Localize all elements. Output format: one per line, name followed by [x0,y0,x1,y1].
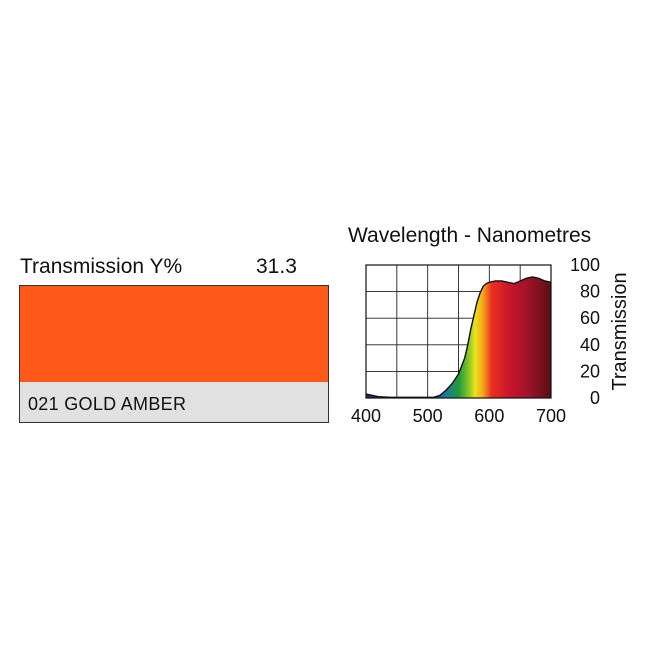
x-tick-label: 500 [413,406,443,426]
y-axis-label: Transmission [609,272,631,390]
y-tick-label: 80 [580,282,600,302]
transmission-area [366,276,551,398]
swatch-value: 31.3 [256,255,297,278]
swatch-box: 021 GOLD AMBER [19,285,329,423]
swatch-label: Transmission Y% [20,255,183,278]
swatch-name: 021 GOLD AMBER [28,394,187,414]
x-tick-label: 700 [536,406,566,426]
transmission-line [365,276,552,399]
y-tick-label: 60 [580,308,600,328]
x-tick-label: 400 [351,406,381,426]
y-tick-label: 20 [580,361,600,381]
x-tick-label: 600 [474,406,504,426]
y-tick-label: 100 [570,255,600,275]
plot-frame [365,264,552,399]
chart-title: Wavelength - Nanometres [348,224,592,247]
transmission-chart: 400 500 600 700 0 20 40 60 80 100 Transmission [351,255,631,426]
swatch-color [20,286,328,382]
y-tick-label: 0 [590,388,600,408]
y-tick-label: 40 [580,335,600,355]
